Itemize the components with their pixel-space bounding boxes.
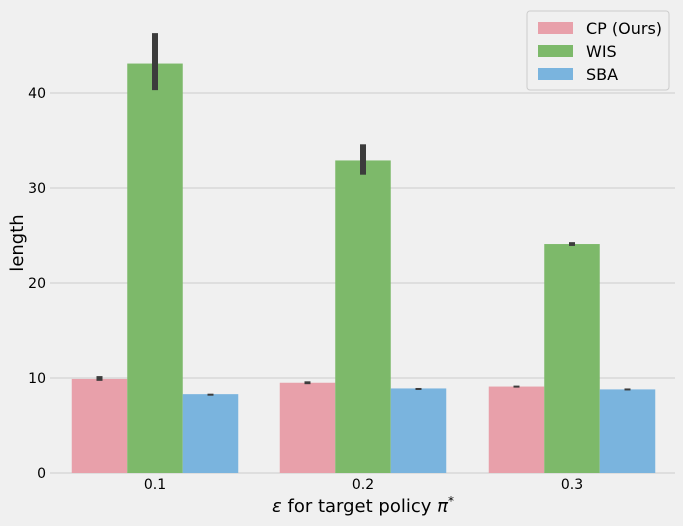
bar-wis-0.3 [544,244,600,473]
error-bars [96,33,631,396]
bar-cp-ours-0.3 [488,386,545,473]
x-tick-label-0.3: 0.3 [561,477,583,493]
legend: CP (Ours) WIS SBA [526,10,670,91]
bars [71,63,656,474]
y-tick-label-30: 30 [28,181,46,197]
bar-cp-ours-0.1 [71,378,128,473]
bar-wis-0.1 [127,63,183,474]
y-tick-label-20: 20 [28,276,46,292]
y-tick-label-40: 40 [28,86,46,102]
legend-label-0: CP (Ours) [586,19,662,38]
legend-swatch-2 [538,68,573,80]
bar-cp-ours-0.2 [279,382,336,473]
y-axis-ticks: 0 10 20 30 40 [28,86,46,482]
legend-swatch-1 [538,45,573,57]
x-axis-ticks: 0.1 0.2 0.3 [144,477,583,493]
bar-sba-0.2 [390,388,447,473]
x-axis-label: ε for target policy π* [272,494,454,517]
y-tick-label-0: 0 [37,466,46,482]
bar-sba-0.1 [182,394,239,473]
y-tick-label-10: 10 [28,371,46,387]
legend-swatch-0 [538,22,573,34]
legend-label-2: SBA [586,65,618,84]
x-tick-label-0.1: 0.1 [144,477,166,493]
legend-label-1: WIS [586,42,617,61]
bar-sba-0.3 [599,389,656,473]
y-axis-label: length [7,214,28,271]
x-tick-label-0.2: 0.2 [352,477,374,493]
bar-wis-0.2 [335,160,391,473]
